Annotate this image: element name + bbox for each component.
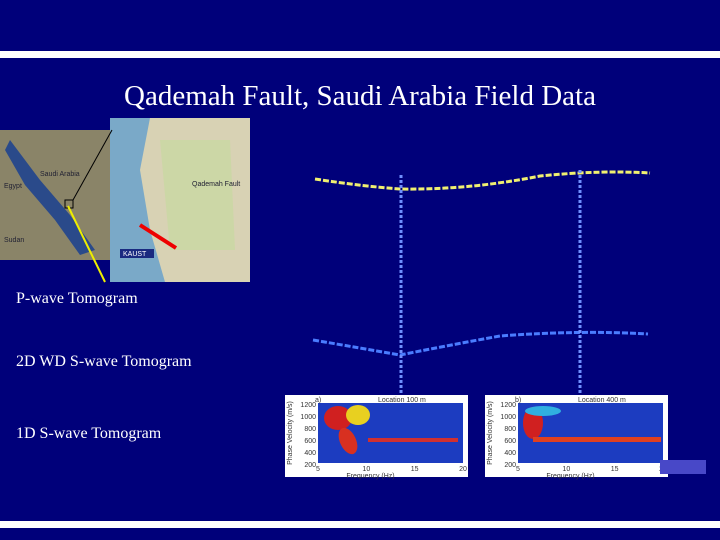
x-tick-label: 10 bbox=[362, 466, 370, 473]
section-label: 1D S-wave Tomogram bbox=[16, 425, 162, 442]
bottom-rule bbox=[0, 521, 720, 528]
location-map: Saudi Arabia Egypt Sudan Qademah Fault K… bbox=[0, 118, 250, 283]
red-sea bbox=[5, 140, 95, 255]
x-tick-label: 5 bbox=[516, 466, 520, 473]
leader bbox=[72, 129, 113, 201]
x-tick-label: 20 bbox=[459, 466, 467, 473]
map-label: Qademah Fault bbox=[192, 181, 240, 188]
x-tick-label: 5 bbox=[316, 466, 320, 473]
energy bbox=[368, 438, 458, 442]
y-tick-label: 1200 bbox=[300, 402, 316, 409]
top-rule bbox=[0, 51, 720, 58]
energy bbox=[525, 406, 561, 416]
kaust-box bbox=[120, 249, 154, 258]
y-tick-label: 1000 bbox=[300, 414, 316, 421]
x-axis-label: Frequency (Hz) bbox=[546, 473, 594, 480]
map-label: Saudi Arabia bbox=[40, 171, 80, 178]
y-tick-label: 400 bbox=[504, 450, 516, 457]
coast bbox=[110, 118, 165, 282]
y-tick-label: 400 bbox=[304, 450, 316, 457]
corner-box bbox=[660, 460, 706, 474]
section-label: P-wave Tomogram bbox=[16, 290, 138, 307]
leader bbox=[67, 205, 106, 283]
energy bbox=[533, 437, 661, 442]
energy bbox=[324, 406, 352, 430]
map-label: KAUST bbox=[123, 251, 147, 258]
y-tick-label: 1000 bbox=[500, 414, 516, 421]
y-tick-label: 600 bbox=[504, 438, 516, 445]
y-tick-label: 800 bbox=[304, 426, 316, 433]
y-tick-label: 1200 bbox=[500, 402, 516, 409]
x-tick-label: 10 bbox=[562, 466, 570, 473]
energy bbox=[338, 427, 358, 455]
x-axis-label: Frequency (Hz) bbox=[346, 473, 394, 480]
section-label: 2D WD S-wave Tomogram bbox=[16, 353, 192, 370]
x-tick-label: 15 bbox=[411, 466, 419, 473]
panel-location: Location 400 m bbox=[578, 397, 626, 404]
energy bbox=[346, 405, 370, 425]
y-tick-label: 800 bbox=[504, 426, 516, 433]
s-wave-interface bbox=[312, 330, 649, 357]
panel-tag: b) bbox=[515, 397, 521, 404]
y-tick-label: 200 bbox=[504, 462, 516, 469]
panel-tag: a) bbox=[315, 397, 321, 404]
p-wave-interface bbox=[314, 170, 651, 191]
x-tick-label: 15 bbox=[611, 466, 619, 473]
slide-title: Qademah Fault, Saudi Arabia Field Data bbox=[124, 80, 596, 112]
panel-location: Location 100 m bbox=[378, 397, 426, 404]
map-label: Sudan bbox=[4, 237, 24, 244]
terrain bbox=[160, 140, 235, 250]
y-axis-label: Phase Velocity (m/s) bbox=[287, 401, 294, 465]
y-tick-label: 200 bbox=[304, 462, 316, 469]
y-axis-label: Phase Velocity (m/s) bbox=[487, 401, 494, 465]
y-tick-label: 600 bbox=[304, 438, 316, 445]
arrow bbox=[138, 223, 178, 250]
map-label: Egypt bbox=[4, 183, 22, 190]
